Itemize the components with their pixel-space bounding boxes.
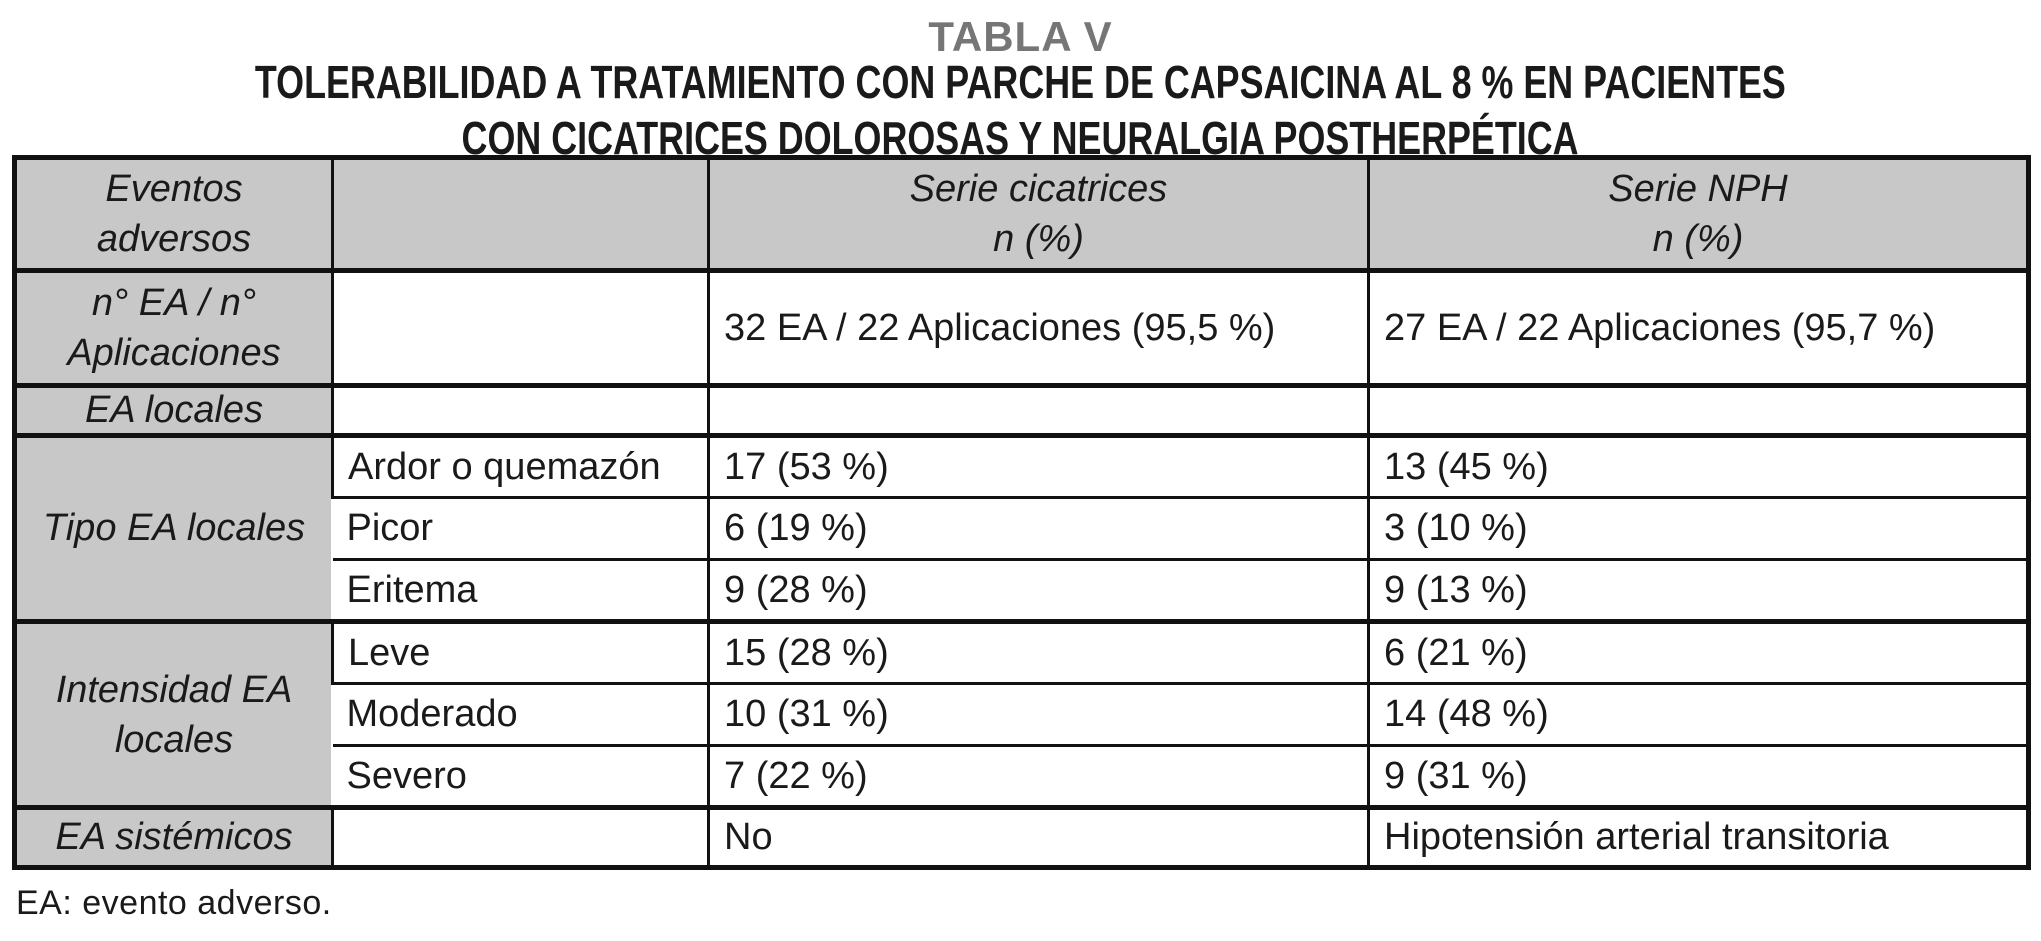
row-ea-sistemicos: EA sistémicos No Hipotensión arterial tr… <box>14 805 2029 868</box>
cell-aplicaciones-label: n° EA / n° Aplicaciones <box>14 268 333 386</box>
cell-leve-cicatrices: 15 (28 %) <box>707 619 1369 684</box>
cell-intensidad-label: Intensidad EA locales <box>14 619 333 808</box>
cell-eritema-nph: 9 (13 %) <box>1367 558 2029 622</box>
cell-leve-name: Leve <box>331 619 709 684</box>
cell-moderado-name: Moderado <box>332 682 709 746</box>
cell-eritema-name: Eritema <box>332 558 709 622</box>
row-ea-locales: EA locales <box>14 383 2029 436</box>
intensidad-label-line2: locales <box>114 718 234 761</box>
row-intensidad-severo: Severo 7 (22 %) 9 (31 %) <box>15 744 2029 808</box>
header-row: Eventos adversos Serie cicatrices n (%) … <box>14 157 2029 271</box>
table-subtitle-line-1: TOLERABILIDAD A TRATAMIENTO CON PARCHE D… <box>0 56 2041 116</box>
cell-ardor-name: Ardor o quemazón <box>331 433 709 498</box>
cell-sistemicos-cicatrices: No <box>707 805 1369 868</box>
footnote: EA: evento adverso. <box>16 884 332 922</box>
row-tipo-picor: Picor 6 (19 %) 3 (10 %) <box>15 496 2029 560</box>
cell-tipo-label: Tipo EA locales <box>14 433 333 622</box>
cell-eritema-cicatrices: 9 (28 %) <box>707 558 1369 622</box>
header-serie-nph: Serie NPH n (%) <box>1367 157 2029 271</box>
header-eventos-line2: adversos <box>96 218 252 260</box>
row-intensidad-leve: Intensidad EA locales Leve 15 (28 %) 6 (… <box>14 619 2029 808</box>
row-intensidad-moderado: Moderado 10 (31 %) 14 (48 %) <box>15 682 2029 746</box>
table-subtitle-line-2: CON CICATRICES DOLOROSAS Y NEURALGIA POS… <box>0 112 2041 172</box>
aplicaciones-label-line1: n° EA / n° <box>91 282 257 324</box>
cell-sistemicos-blank <box>331 805 709 868</box>
cell-moderado-nph: 14 (48 %) <box>1367 682 2029 746</box>
cell-sistemicos-nph: Hipotensión arterial transitoria <box>1367 805 2029 868</box>
cell-aplicaciones-cicatrices: 32 EA / 22 Aplicaciones (95,5 %) <box>707 268 1369 386</box>
intensidad-label-line1: Intensidad EA <box>55 668 293 711</box>
cell-picor-nph: 3 (10 %) <box>1367 496 2029 560</box>
row-tipo-ardor: Tipo EA locales Ardor o quemazón 17 (53 … <box>14 433 2029 622</box>
header-nph-line1: Serie NPH <box>1608 168 1788 210</box>
row-tipo-eritema: Eritema 9 (28 %) 9 (13 %) <box>15 558 2029 622</box>
cell-severo-nph: 9 (31 %) <box>1367 744 2029 808</box>
cell-sistemicos-label: EA sistémicos <box>14 805 333 868</box>
cell-ea-locales-blank <box>331 383 709 436</box>
cell-leve-nph: 6 (21 %) <box>1367 619 2029 684</box>
cell-aplicaciones-blank <box>331 268 709 386</box>
table-subtitle-line-2-text: CON CICATRICES DOLOROSAS Y NEURALGIA POS… <box>461 112 1580 164</box>
header-cicatrices-line1: Serie cicatrices <box>909 168 1168 210</box>
table-subtitle-line-1-text: TOLERABILIDAD A TRATAMIENTO CON PARCHE D… <box>255 56 1786 108</box>
row-aplicaciones: n° EA / n° Aplicaciones 32 EA / 22 Aplic… <box>14 268 2029 386</box>
aplicaciones-label-line2: Aplicaciones <box>67 332 281 374</box>
cell-picor-name: Picor <box>332 496 709 560</box>
header-nph-line2: n (%) <box>1652 218 1744 260</box>
cell-ea-locales-cicatrices <box>707 383 1369 436</box>
cell-ardor-cicatrices: 17 (53 %) <box>707 433 1369 498</box>
header-serie-cicatrices: Serie cicatrices n (%) <box>707 157 1369 271</box>
cell-severo-cicatrices: 7 (22 %) <box>707 744 1369 808</box>
cell-ea-locales-nph <box>1367 383 2029 436</box>
cell-severo-name: Severo <box>332 744 709 808</box>
header-eventos-line1: Eventos <box>105 168 243 210</box>
header-eventos-adversos: Eventos adversos <box>14 157 333 271</box>
cell-aplicaciones-nph: 27 EA / 22 Aplicaciones (95,7 %) <box>1367 268 2029 386</box>
header-cicatrices-line2: n (%) <box>993 218 1084 260</box>
table-number-title: TABLA V <box>928 13 1113 60</box>
adverse-events-table: Eventos adversos Serie cicatrices n (%) … <box>12 155 2031 870</box>
cell-moderado-cicatrices: 10 (31 %) <box>707 682 1369 746</box>
cell-ardor-nph: 13 (45 %) <box>1367 433 2029 498</box>
cell-picor-cicatrices: 6 (19 %) <box>707 496 1369 560</box>
header-blank-cell <box>331 157 709 271</box>
cell-ea-locales-label: EA locales <box>14 383 333 436</box>
title-block: TABLA V TOLERABILIDAD A TRATAMIENTO CON … <box>0 0 2041 172</box>
